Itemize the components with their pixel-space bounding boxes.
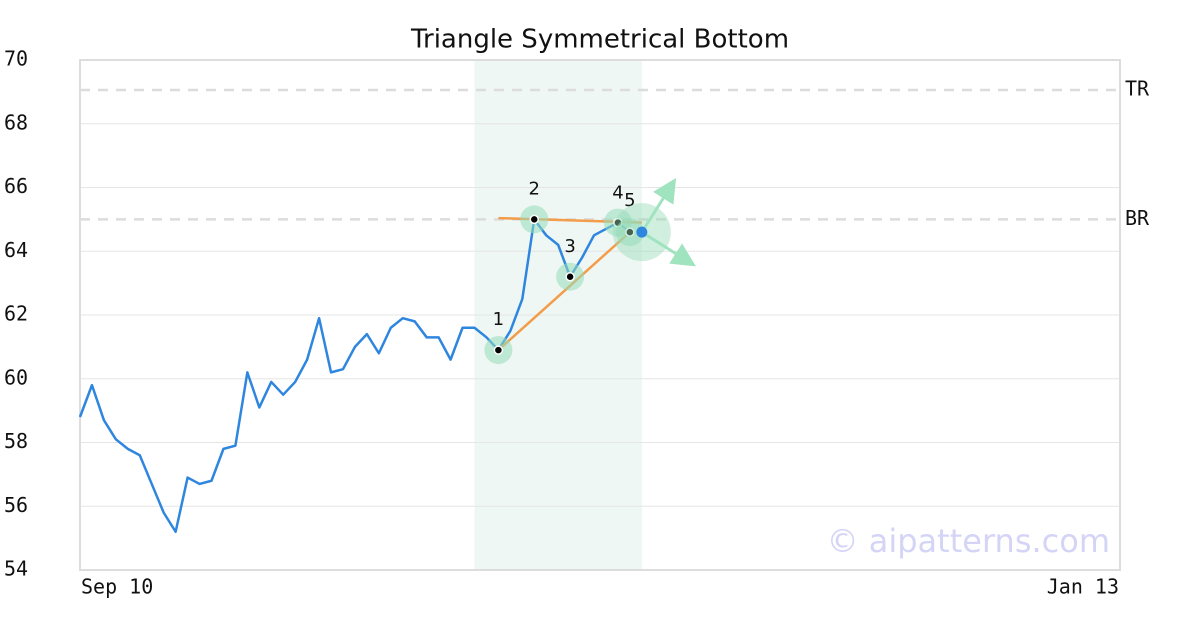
pattern-point-label: 4 — [612, 183, 623, 204]
pattern-point-label: 1 — [493, 309, 504, 330]
pattern-point — [493, 345, 504, 355]
projection-arrow — [640, 178, 677, 233]
chart-title: Triangle Symmetrical Bottom — [410, 25, 789, 55]
plot-frame — [79, 59, 1121, 571]
pattern-point-label: 3 — [564, 236, 575, 257]
watermark: © aipatterns.com — [827, 522, 1110, 560]
y-tick-label: 56 — [4, 493, 28, 517]
level-label: BR — [1125, 206, 1150, 230]
x-tick-label: Sep 10 — [81, 575, 153, 599]
x-tick-label: Jan 13 — [1047, 575, 1119, 599]
y-tick-label: 54 — [4, 557, 28, 581]
y-tick-label: 66 — [4, 174, 28, 198]
breakout-point — [636, 226, 648, 238]
pattern-point — [529, 214, 540, 225]
pattern-point-label: 5 — [624, 190, 635, 211]
pattern-point — [565, 272, 575, 282]
y-tick-label: 70 — [4, 47, 28, 71]
y-tick-label: 58 — [4, 429, 28, 453]
projection-arrow — [641, 230, 696, 267]
y-tick-label: 60 — [4, 365, 28, 389]
trendline — [497, 231, 631, 351]
level-label: TR — [1125, 76, 1150, 100]
y-tick-label: 64 — [4, 238, 28, 262]
pattern-point-label: 2 — [529, 178, 540, 199]
pattern-point — [625, 227, 635, 237]
y-tick-label: 62 — [4, 302, 28, 326]
y-tick-label: 68 — [4, 110, 28, 134]
